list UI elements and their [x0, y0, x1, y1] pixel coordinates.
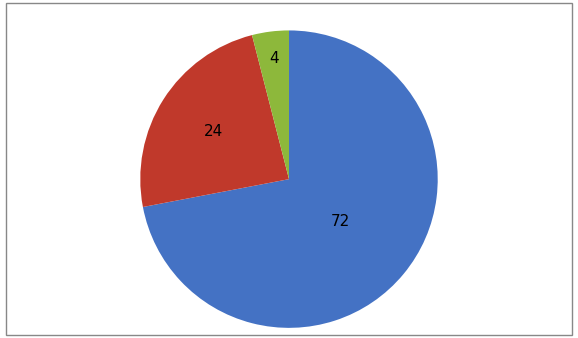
Wedge shape [143, 30, 438, 328]
Text: 72: 72 [331, 214, 350, 229]
Text: 4: 4 [269, 51, 279, 66]
Text: 24: 24 [204, 124, 223, 139]
Wedge shape [252, 30, 289, 179]
Wedge shape [140, 35, 289, 207]
